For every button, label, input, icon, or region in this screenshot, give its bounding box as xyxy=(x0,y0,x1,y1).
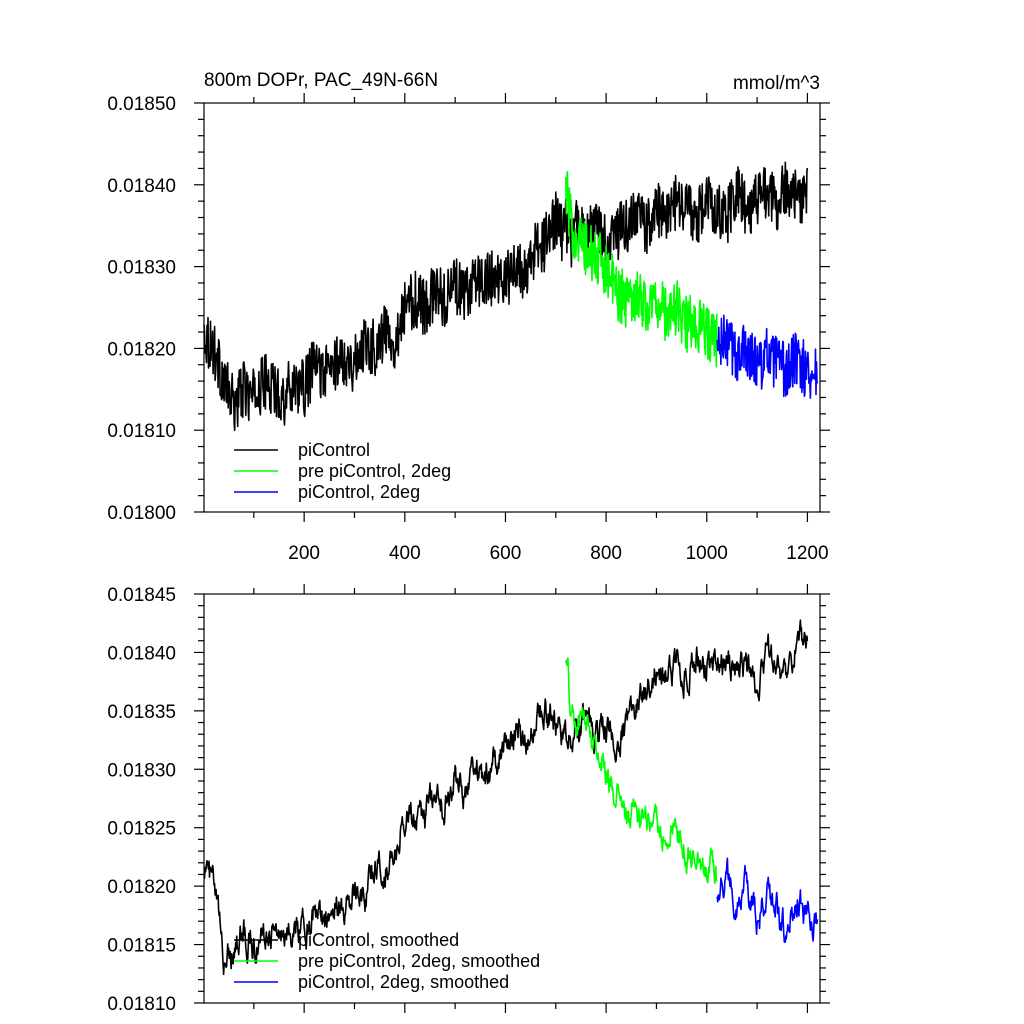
y-tick-label: 0.01820 xyxy=(107,339,176,360)
series-line-3 xyxy=(716,314,819,399)
y-tick-label: 0.01845 xyxy=(107,585,176,606)
y-tick-label: 0.01830 xyxy=(107,258,176,279)
legend-label: pre piControl, 2deg xyxy=(298,461,451,481)
legend-label: piControl, 2deg, smoothed xyxy=(298,972,509,992)
top-panel: 200 400 600 800 1000 1200 0.01800 0.01810 0.0182… xyxy=(107,70,830,564)
x-tick-label: 1000 xyxy=(686,543,728,564)
series-line-1 xyxy=(203,619,809,976)
chart-title: 800m DOPr, PAC_49N-66N xyxy=(204,70,438,91)
series-line-2 xyxy=(565,170,718,368)
series-line-3 xyxy=(716,857,819,943)
series-line-1 xyxy=(203,161,809,432)
y-tick-label: 0.01810 xyxy=(107,421,176,442)
y-tick-label: 0.01825 xyxy=(107,819,176,840)
series-line-2 xyxy=(565,657,718,885)
y-tick-label: 0.01840 xyxy=(107,643,176,664)
units-label: mmol/m^3 xyxy=(733,73,820,94)
x-tick-label: 400 xyxy=(389,543,421,564)
legend-label: pre piControl, 2deg, smoothed xyxy=(298,951,540,971)
y-tick-label: 0.01810 xyxy=(107,994,176,1015)
y-tick-label: 0.01800 xyxy=(107,503,176,524)
x-tick-label: 200 xyxy=(288,543,320,564)
y-tick-label: 0.01840 xyxy=(107,176,176,197)
x-tick-label: 800 xyxy=(590,543,622,564)
legend-label: piControl xyxy=(298,440,370,460)
x-tick-label: 600 xyxy=(490,543,522,564)
bottom-panel: 0.01810 0.01815 0.01820 0.01825 0.01830 0.018… xyxy=(107,584,830,1015)
plot-frame xyxy=(203,593,821,1004)
y-tick-label: 0.01850 xyxy=(107,94,176,115)
plot-frame xyxy=(203,102,821,513)
y-tick-label: 0.01830 xyxy=(107,760,176,781)
y-tick-label: 0.01820 xyxy=(107,877,176,898)
y-tick-label: 0.01835 xyxy=(107,702,176,723)
legend-label: piControl, smoothed xyxy=(298,930,459,950)
x-tick-label: 1200 xyxy=(786,543,828,564)
legend-label: piControl, 2deg xyxy=(298,482,420,502)
y-tick-label: 0.01815 xyxy=(107,936,176,957)
